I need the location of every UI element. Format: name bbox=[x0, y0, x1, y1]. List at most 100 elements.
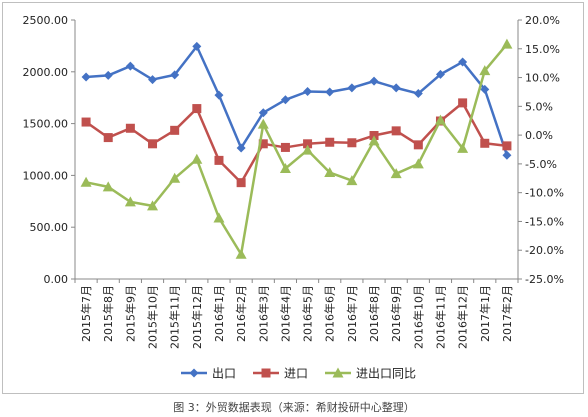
x-tick-label: 2015年12月 bbox=[190, 285, 204, 349]
y-right-tick-label: -5.0% bbox=[525, 158, 557, 171]
y-left-tick-label: 1500.00 bbox=[23, 118, 69, 131]
data-point bbox=[258, 139, 268, 149]
y-right-tick-label: -20.0% bbox=[525, 244, 564, 257]
legend-marker bbox=[332, 367, 344, 378]
x-tick-label: 2015年11月 bbox=[168, 285, 182, 349]
data-point bbox=[279, 162, 291, 173]
data-point bbox=[125, 61, 135, 71]
data-point bbox=[81, 117, 91, 127]
data-point bbox=[391, 126, 401, 136]
x-tick-label: 2016年12月 bbox=[456, 285, 470, 349]
data-point bbox=[501, 38, 513, 49]
legend-label: 进口 bbox=[284, 367, 308, 381]
data-point bbox=[258, 108, 268, 118]
data-point bbox=[102, 181, 114, 192]
data-point bbox=[303, 86, 313, 96]
x-tick-label: 2015年7月 bbox=[79, 285, 93, 342]
data-point bbox=[346, 175, 358, 186]
legend-marker bbox=[261, 368, 271, 378]
y-left-tick-label: 2500.00 bbox=[23, 14, 69, 27]
data-point bbox=[192, 104, 202, 114]
x-tick-label: 2016年10月 bbox=[411, 285, 425, 349]
chart-frame: 0.00 500.00 1000.00 1500.00 2000.00 2500.00 -2… bbox=[2, 2, 584, 394]
data-point bbox=[81, 72, 91, 82]
series-3 bbox=[80, 38, 513, 259]
data-point bbox=[480, 84, 490, 94]
series-1 bbox=[81, 41, 512, 160]
y-right-tick-label: 20.0% bbox=[525, 14, 560, 27]
data-point bbox=[303, 139, 313, 149]
data-point bbox=[214, 155, 224, 165]
data-point bbox=[125, 123, 135, 133]
data-point bbox=[347, 138, 357, 148]
x-tick-label: 2016年2月 bbox=[234, 285, 248, 342]
x-tick-label: 2017年2月 bbox=[500, 285, 514, 342]
legend-entry: 进出口同比 bbox=[325, 367, 416, 381]
data-point bbox=[480, 138, 490, 148]
data-point bbox=[458, 57, 468, 67]
data-point bbox=[325, 137, 335, 147]
series-layer bbox=[80, 38, 513, 259]
x-tick-label: 2016年9月 bbox=[389, 285, 403, 342]
data-point bbox=[170, 70, 180, 80]
x-tick-label: 2016年1月 bbox=[212, 285, 226, 342]
data-point bbox=[412, 158, 424, 169]
y-left-tick-label: 0.00 bbox=[44, 273, 69, 286]
data-point bbox=[147, 200, 159, 211]
data-point bbox=[235, 248, 247, 259]
legend-entry: 进口 bbox=[253, 367, 308, 381]
data-point bbox=[369, 76, 379, 86]
data-point bbox=[435, 69, 445, 79]
data-point bbox=[169, 172, 181, 183]
trade-line-chart: 0.00 500.00 1000.00 1500.00 2000.00 2500.00 -2… bbox=[23, 14, 564, 381]
y-right-tick-label: -10.0% bbox=[525, 187, 564, 200]
data-point bbox=[458, 98, 468, 108]
data-point bbox=[457, 142, 469, 153]
data-point bbox=[80, 176, 92, 187]
legend-label: 进出口同比 bbox=[356, 367, 416, 381]
x-tick-label: 2015年8月 bbox=[101, 285, 115, 342]
legend-marker bbox=[189, 368, 199, 378]
y-right-tick-label: 15.0% bbox=[525, 43, 560, 56]
data-point bbox=[434, 114, 446, 125]
legend-entry: 出口 bbox=[181, 367, 236, 381]
data-point bbox=[302, 144, 314, 155]
data-point bbox=[280, 95, 290, 105]
y-left-tick-label: 1000.00 bbox=[23, 169, 69, 182]
data-point bbox=[413, 89, 423, 99]
data-point bbox=[413, 140, 423, 150]
y-right-tick-label: -15.0% bbox=[525, 215, 564, 228]
data-point bbox=[124, 196, 136, 207]
axes: 0.00 500.00 1000.00 1500.00 2000.00 2500.00 -2… bbox=[23, 14, 564, 349]
data-point bbox=[390, 168, 402, 179]
y-left-tick-label: 2000.00 bbox=[23, 66, 69, 79]
y-right-tick-label: 5.0% bbox=[525, 100, 553, 113]
data-point bbox=[347, 83, 357, 93]
series-2 bbox=[81, 98, 512, 188]
data-point bbox=[191, 153, 203, 164]
legend: 出口 进口 进出口同比 bbox=[181, 367, 416, 381]
y-right-tick-label: 10.0% bbox=[525, 72, 560, 85]
x-tick-label: 2016年7月 bbox=[345, 285, 359, 342]
y-right-tick-label: 0.0% bbox=[525, 129, 553, 142]
x-tick-label: 2016年4月 bbox=[278, 285, 292, 342]
data-point bbox=[213, 212, 225, 223]
x-tick-label: 2016年11月 bbox=[433, 285, 447, 349]
data-point bbox=[280, 142, 290, 152]
data-point bbox=[148, 75, 158, 85]
y-left-tick-label: 500.00 bbox=[30, 221, 69, 234]
data-point bbox=[236, 143, 246, 153]
data-point bbox=[325, 87, 335, 97]
data-point bbox=[502, 150, 512, 160]
data-point bbox=[236, 178, 246, 188]
data-point bbox=[103, 70, 113, 80]
data-point bbox=[192, 41, 202, 51]
x-tick-label: 2016年3月 bbox=[256, 285, 270, 342]
data-point bbox=[391, 83, 401, 93]
data-point bbox=[170, 125, 180, 135]
legend-label: 出口 bbox=[212, 367, 236, 381]
x-tick-label: 2015年10月 bbox=[146, 285, 160, 349]
data-point bbox=[479, 65, 491, 76]
chart-caption: 图 3：外贸数据表现（来源：希财投研中心整理） bbox=[173, 401, 415, 414]
x-tick-label: 2016年8月 bbox=[367, 285, 381, 342]
